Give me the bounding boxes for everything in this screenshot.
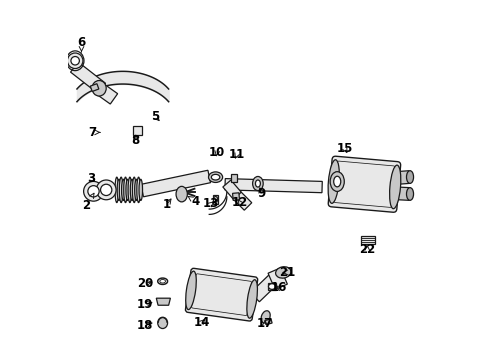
Ellipse shape [137,177,140,203]
Polygon shape [94,82,118,104]
Ellipse shape [139,179,142,201]
Bar [133,126,142,135]
Ellipse shape [208,172,222,183]
Ellipse shape [126,179,129,201]
Text: 2: 2 [82,193,94,212]
Text: 15: 15 [336,143,352,156]
Ellipse shape [134,179,138,201]
Polygon shape [223,180,241,199]
Text: 3: 3 [87,172,95,185]
Text: 4: 4 [187,195,199,208]
Ellipse shape [132,177,136,203]
Ellipse shape [115,177,118,203]
Text: 8: 8 [131,134,140,147]
Circle shape [67,53,83,68]
Ellipse shape [406,171,413,183]
Ellipse shape [255,180,260,187]
Polygon shape [70,62,105,93]
Ellipse shape [261,311,270,323]
Ellipse shape [122,179,125,201]
Bar [264,319,271,325]
Text: 5: 5 [151,110,160,123]
Text: 9: 9 [257,187,265,200]
Text: 6: 6 [77,36,85,52]
FancyBboxPatch shape [327,156,400,212]
Text: 19: 19 [137,298,153,311]
Ellipse shape [275,267,290,278]
Bar [90,84,99,91]
Ellipse shape [268,284,275,289]
Polygon shape [141,170,210,197]
Polygon shape [224,179,322,193]
Text: 7: 7 [88,126,100,139]
Ellipse shape [333,176,340,187]
Text: 21: 21 [278,266,294,279]
Text: 11: 11 [228,148,244,161]
Polygon shape [250,275,277,302]
Ellipse shape [158,317,167,329]
Text: 14: 14 [193,316,209,329]
Ellipse shape [176,186,187,202]
Text: 22: 22 [358,243,375,256]
Ellipse shape [117,179,121,201]
Ellipse shape [252,176,263,190]
Ellipse shape [406,188,413,200]
Ellipse shape [329,172,344,192]
Ellipse shape [119,177,122,203]
Bar [232,193,239,201]
Ellipse shape [92,81,106,96]
Polygon shape [267,268,287,289]
Ellipse shape [327,160,339,203]
Ellipse shape [130,179,134,201]
FancyBboxPatch shape [185,268,257,321]
Polygon shape [394,171,409,184]
Text: 16: 16 [270,281,286,294]
Ellipse shape [389,165,400,209]
Ellipse shape [123,177,127,203]
Ellipse shape [128,177,131,203]
Text: 10: 10 [208,146,224,159]
Circle shape [96,180,116,200]
Ellipse shape [213,197,217,202]
Bar [360,236,375,244]
Bar [230,174,237,182]
Bar [267,283,275,290]
Circle shape [83,181,103,201]
Ellipse shape [211,174,219,180]
Bar [212,195,218,204]
Circle shape [71,57,79,65]
Circle shape [88,186,99,197]
Ellipse shape [246,280,257,318]
Text: 12: 12 [232,197,248,210]
Text: 18: 18 [137,319,153,332]
Ellipse shape [185,271,196,310]
Circle shape [101,184,112,195]
Text: 13: 13 [203,198,219,211]
Polygon shape [233,192,251,210]
Text: 20: 20 [137,276,153,289]
Polygon shape [394,187,409,200]
Polygon shape [156,298,170,305]
Text: 17: 17 [256,318,272,330]
Text: 1: 1 [163,198,171,211]
